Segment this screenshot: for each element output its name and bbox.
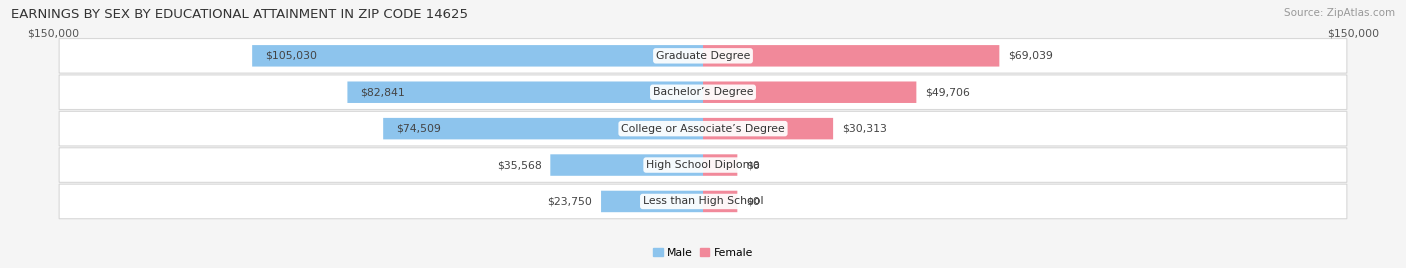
Text: $150,000: $150,000 (27, 29, 79, 39)
FancyBboxPatch shape (347, 81, 703, 103)
Text: $30,313: $30,313 (842, 124, 887, 134)
FancyBboxPatch shape (59, 148, 1347, 182)
Text: Bachelor’s Degree: Bachelor’s Degree (652, 87, 754, 97)
Text: College or Associate’s Degree: College or Associate’s Degree (621, 124, 785, 134)
Text: $35,568: $35,568 (496, 160, 541, 170)
FancyBboxPatch shape (703, 191, 737, 212)
FancyBboxPatch shape (703, 118, 834, 139)
Text: $74,509: $74,509 (396, 124, 441, 134)
FancyBboxPatch shape (703, 154, 737, 176)
Text: $49,706: $49,706 (925, 87, 970, 97)
FancyBboxPatch shape (59, 184, 1347, 219)
FancyBboxPatch shape (59, 75, 1347, 110)
Text: $69,039: $69,039 (1008, 51, 1053, 61)
FancyBboxPatch shape (550, 154, 703, 176)
Text: High School Diploma: High School Diploma (647, 160, 759, 170)
Text: $82,841: $82,841 (360, 87, 405, 97)
FancyBboxPatch shape (59, 39, 1347, 73)
Legend: Male, Female: Male, Female (648, 244, 758, 262)
Text: EARNINGS BY SEX BY EDUCATIONAL ATTAINMENT IN ZIP CODE 14625: EARNINGS BY SEX BY EDUCATIONAL ATTAINMEN… (11, 8, 468, 21)
Text: $0: $0 (747, 160, 759, 170)
Text: Graduate Degree: Graduate Degree (655, 51, 751, 61)
FancyBboxPatch shape (384, 118, 703, 139)
FancyBboxPatch shape (703, 81, 917, 103)
FancyBboxPatch shape (703, 45, 1000, 66)
Text: Source: ZipAtlas.com: Source: ZipAtlas.com (1284, 8, 1395, 18)
FancyBboxPatch shape (252, 45, 703, 66)
FancyBboxPatch shape (600, 191, 703, 212)
Text: $105,030: $105,030 (266, 51, 316, 61)
FancyBboxPatch shape (59, 111, 1347, 146)
Text: $23,750: $23,750 (547, 196, 592, 206)
Text: Less than High School: Less than High School (643, 196, 763, 206)
Text: $150,000: $150,000 (1327, 29, 1379, 39)
Text: $0: $0 (747, 196, 759, 206)
